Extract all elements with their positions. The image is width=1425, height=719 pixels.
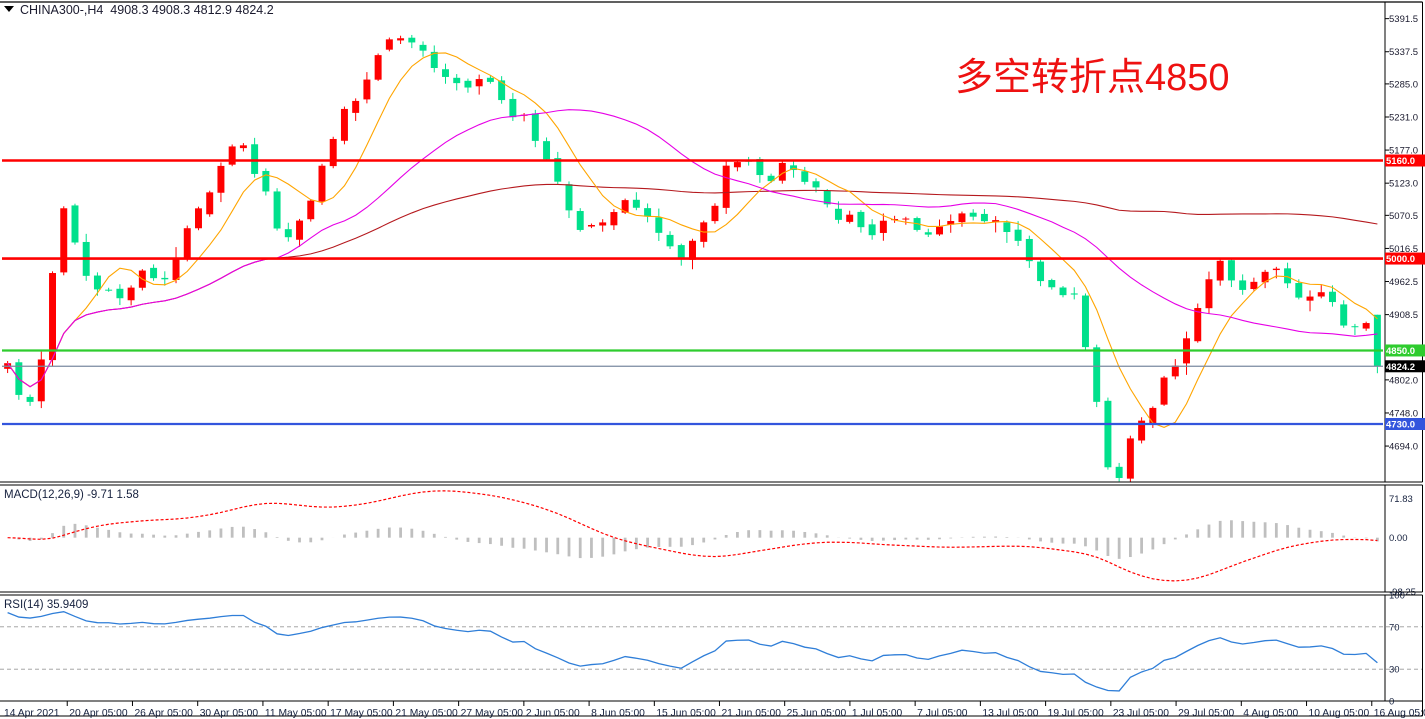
svg-text:29 Jul 05:00: 29 Jul 05:00 [1178, 708, 1234, 719]
svg-text:5391.5: 5391.5 [1389, 14, 1418, 25]
svg-text:21 Jun 05:00: 21 Jun 05:00 [721, 708, 781, 719]
svg-text:7 Jul 05:00: 7 Jul 05:00 [917, 708, 968, 719]
svg-text:10 Aug 05:00: 10 Aug 05:00 [1309, 708, 1370, 719]
svg-text:71.83: 71.83 [1389, 494, 1413, 505]
svg-text:5160.0: 5160.0 [1386, 156, 1415, 167]
svg-text:4908.5: 4908.5 [1389, 310, 1418, 321]
svg-text:5123.0: 5123.0 [1389, 179, 1418, 190]
svg-text:4824.2: 4824.2 [1386, 362, 1415, 373]
svg-text:多空转折点4850: 多空转折点4850 [955, 57, 1230, 99]
svg-text:20 Apr 05:00: 20 Apr 05:00 [69, 708, 128, 719]
svg-text:5285.0: 5285.0 [1389, 79, 1418, 90]
svg-text:MACD(12,26,9) -9.71 1.58: MACD(12,26,9) -9.71 1.58 [4, 489, 139, 501]
svg-text:4802.0: 4802.0 [1389, 375, 1418, 386]
svg-text:16 Aug 05:00: 16 Aug 05:00 [1374, 708, 1425, 719]
svg-text:RSI(14) 35.9409: RSI(14) 35.9409 [4, 599, 88, 611]
svg-text:30: 30 [1389, 665, 1400, 676]
svg-text:4730.0: 4730.0 [1386, 419, 1415, 430]
svg-text:4 Aug 05:00: 4 Aug 05:00 [1243, 708, 1298, 719]
svg-text:8 Jun 05:00: 8 Jun 05:00 [591, 708, 645, 719]
svg-text:30 Apr 05:00: 30 Apr 05:00 [200, 708, 259, 719]
svg-text:2 Jun 05:00: 2 Jun 05:00 [526, 708, 580, 719]
svg-text:4850.0: 4850.0 [1386, 346, 1415, 357]
svg-text:23 Jul 05:00: 23 Jul 05:00 [1113, 708, 1169, 719]
svg-text:4748.0: 4748.0 [1389, 408, 1418, 419]
svg-text:17 May 05:00: 17 May 05:00 [330, 708, 393, 719]
svg-text:26 Apr 05:00: 26 Apr 05:00 [134, 708, 193, 719]
svg-text:11 May 05:00: 11 May 05:00 [265, 708, 327, 719]
svg-text:13 Jul 05:00: 13 Jul 05:00 [982, 708, 1038, 719]
svg-text:14 Apr 2021: 14 Apr 2021 [4, 708, 60, 719]
svg-text:4694.0: 4694.0 [1389, 442, 1418, 453]
svg-text:21 May 05:00: 21 May 05:00 [395, 708, 458, 719]
svg-text:0: 0 [1389, 697, 1394, 708]
svg-text:4962.5: 4962.5 [1389, 277, 1418, 288]
svg-text:27 May 05:00: 27 May 05:00 [461, 708, 524, 719]
svg-text:100: 100 [1389, 591, 1405, 602]
svg-text:25 Jun 05:00: 25 Jun 05:00 [787, 708, 847, 719]
svg-text:5231.0: 5231.0 [1389, 112, 1418, 123]
svg-text:5000.0: 5000.0 [1386, 254, 1415, 265]
svg-text:1 Jul 05:00: 1 Jul 05:00 [852, 708, 903, 719]
svg-text:70: 70 [1389, 622, 1400, 633]
svg-text:0.00: 0.00 [1389, 533, 1408, 544]
svg-text:5337.5: 5337.5 [1389, 47, 1418, 58]
svg-text:5070.5: 5070.5 [1389, 211, 1418, 222]
svg-text:19 Jul 05:00: 19 Jul 05:00 [1048, 708, 1104, 719]
svg-text:15 Jun 05:00: 15 Jun 05:00 [656, 708, 716, 719]
